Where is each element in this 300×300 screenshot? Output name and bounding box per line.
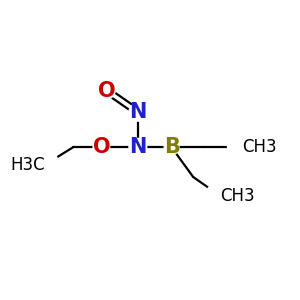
- Circle shape: [98, 82, 115, 99]
- Text: O: O: [98, 81, 116, 100]
- Text: B: B: [164, 137, 179, 157]
- Circle shape: [129, 103, 147, 121]
- Text: CH3: CH3: [220, 187, 255, 205]
- Circle shape: [206, 182, 235, 210]
- Text: H3C: H3C: [10, 156, 45, 174]
- Text: CH3: CH3: [242, 138, 276, 156]
- Circle shape: [164, 140, 179, 155]
- Text: O: O: [93, 137, 110, 157]
- Circle shape: [227, 133, 256, 162]
- Text: N: N: [129, 102, 146, 122]
- Text: N: N: [129, 137, 146, 157]
- Circle shape: [30, 151, 59, 179]
- Circle shape: [93, 139, 110, 156]
- Circle shape: [129, 138, 147, 156]
